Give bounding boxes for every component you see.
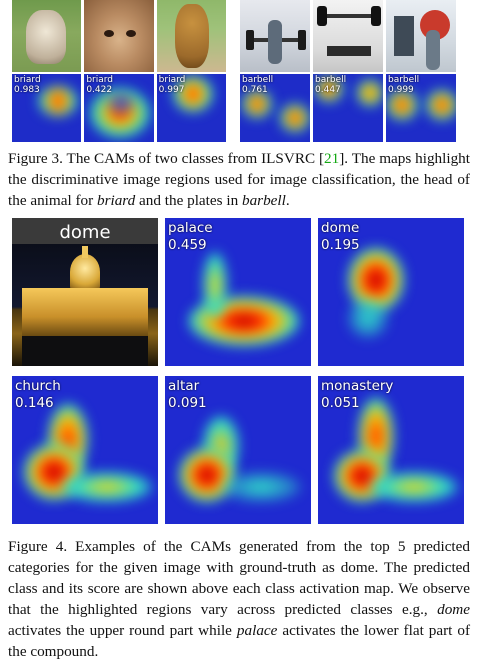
barbell-cam-2: barbell 0.447: [313, 74, 383, 142]
barbell-photo-2: [313, 0, 383, 72]
figure4-panel: dome palace 0.459 dome 0.195 church 0.146 a…: [12, 218, 464, 524]
cam-label: altar 0.091: [168, 378, 207, 411]
briard-cam-3: briard 0.997: [156, 74, 226, 142]
cam-tile-monastery: monastery 0.051: [318, 376, 464, 524]
cam-label: dome 0.195: [321, 220, 360, 253]
cam-label: palace 0.459: [168, 220, 213, 253]
cam-label: barbell 0.447: [315, 75, 347, 95]
figure3-caption: Figure 3. The CAMs of two classes from I…: [8, 150, 470, 209]
dome-input-image: dome: [12, 218, 158, 366]
cam-label: briard 0.983: [14, 75, 41, 95]
briard-photo-3: [156, 0, 226, 72]
briard-cam-2: briard 0.422: [84, 74, 154, 142]
cam-tile-altar: altar 0.091: [165, 376, 311, 524]
cam-tile-palace: palace 0.459: [165, 218, 311, 366]
cam-label: monastery 0.051: [321, 378, 394, 411]
cam-label: barbell 0.761: [242, 75, 274, 95]
barbell-photo-3: [386, 0, 456, 72]
briard-column-2: briard 0.422: [84, 0, 154, 144]
barbell-column-1: barbell 0.761: [240, 0, 310, 144]
cam-tile-church: church 0.146: [12, 376, 158, 524]
briard-photo-1: [12, 0, 82, 72]
cam-tile-dome: dome 0.195: [318, 218, 464, 366]
input-image-label: dome: [59, 222, 111, 243]
citation-link[interactable]: 21: [324, 150, 340, 167]
briard-column-3: briard 0.997: [156, 0, 226, 144]
barbell-column-2: barbell 0.447: [313, 0, 383, 144]
briard-cam-1: briard 0.983: [12, 74, 82, 142]
briard-column-1: briard 0.983: [12, 0, 82, 144]
figure3-briard-panel: briard 0.983 briard 0.422 briard 0.997: [12, 0, 226, 144]
cam-label: church 0.146: [15, 378, 61, 411]
cam-label: briard 0.997: [158, 75, 186, 95]
cam-label: briard 0.422: [86, 75, 114, 95]
barbell-photo-1: [240, 0, 310, 72]
cam-label: barbell 0.999: [388, 75, 420, 95]
barbell-cam-1: barbell 0.761: [240, 74, 310, 142]
barbell-column-3: barbell 0.999: [386, 0, 456, 144]
figure4-caption: Figure 4. Examples of the CAMs generated…: [8, 538, 471, 660]
figure3-barbell-panel: barbell 0.761 barbell 0.447 barbell 0.999: [240, 0, 456, 144]
barbell-cam-3: barbell 0.999: [386, 74, 456, 142]
briard-photo-2: [84, 0, 154, 72]
